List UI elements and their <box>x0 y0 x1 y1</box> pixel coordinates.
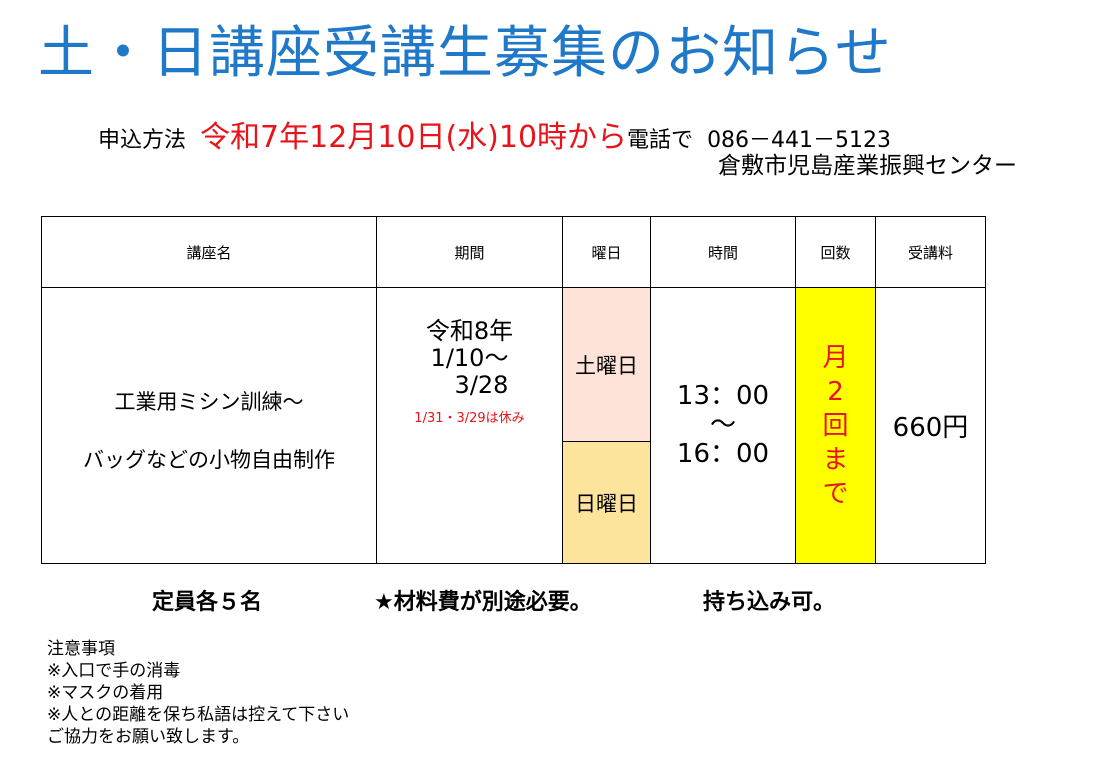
period-start: 1/10～ <box>430 344 509 372</box>
note-item: ※人との距離を保ち私語は控えて下さい <box>47 705 350 725</box>
apply-date: 令和7年12月10日(水)10時から <box>200 120 628 155</box>
header-period: 期間 <box>376 216 563 288</box>
header-course: 講座名 <box>41 216 377 288</box>
time-start: 13：00 <box>676 381 770 411</box>
sunday-cell: 日曜日 <box>562 441 651 564</box>
header-day: 曜日 <box>562 216 651 288</box>
notes: 注意事項 ※入口で手の消毒 ※マスクの着用 ※人との距離を保ち私語は控えて下さい… <box>47 638 349 748</box>
course-table: 講座名 期間 曜日 時間 回数 受講料 工業用ミシン訓練～ バッグなどの小物自由… <box>41 216 986 564</box>
count-char: で <box>822 478 849 509</box>
table-row: 工業用ミシン訓練～ バッグなどの小物自由制作 令和8年 1/10～ 3/28 1… <box>41 287 986 564</box>
period-note: 1/31・3/29は休み <box>414 411 525 426</box>
period-year: 令和8年 <box>425 317 514 345</box>
time-separator: ～ <box>709 410 736 440</box>
fee-cell: 660円 <box>875 287 986 564</box>
notes-heading: 注意事項 <box>47 639 115 659</box>
apply-label: 申込方法 <box>98 128 187 153</box>
apply-method: 電話で <box>627 128 694 153</box>
table-header-row: 講座名 期間 曜日 時間 回数 受講料 <box>41 216 986 288</box>
period-end: 3/28 <box>454 371 509 399</box>
note-item: ご協力をお願い致します。 <box>47 727 250 747</box>
saturday-cell: 土曜日 <box>562 287 651 442</box>
capacity: 定員各５名 <box>152 590 263 615</box>
count-char: 回 <box>822 410 849 441</box>
course-name-cell: 工業用ミシン訓練～ バッグなどの小物自由制作 <box>41 287 377 564</box>
period-cell: 令和8年 1/10～ 3/28 1/31・3/29は休み <box>376 287 563 564</box>
course-name-line1: 工業用ミシン訓練～ <box>114 389 304 414</box>
center-name: 倉敷市児島産業振興センター <box>718 153 1017 179</box>
header-count: 回数 <box>795 216 876 288</box>
page-title: 土・日講座受講生募集のお知らせ <box>38 21 892 86</box>
note-item: ※入口で手の消毒 <box>47 661 181 681</box>
count-char: ま <box>822 444 849 475</box>
count-char: 月 <box>822 342 849 373</box>
course-name-line2: バッグなどの小物自由制作 <box>83 447 335 472</box>
material-fee-note: ★材料費が別途必要。 <box>374 590 592 615</box>
header-fee: 受講料 <box>875 216 986 288</box>
bring-own-note: 持ち込み可。 <box>703 590 836 615</box>
table-row: 日曜日 <box>42 441 986 564</box>
count-cell: 月 2 回 ま で <box>795 287 876 564</box>
header-time: 時間 <box>650 216 796 288</box>
time-cell: 13：00 ～ 16：00 <box>650 287 796 564</box>
note-item: ※マスクの着用 <box>47 683 164 703</box>
count-char: 2 <box>827 376 844 407</box>
application-info: 申込方法 令和7年12月10日(水)10時から電話で 086－441－5123 <box>98 112 891 156</box>
time-end: 16：00 <box>676 439 770 469</box>
phone-number: 086－441－5123 <box>707 128 892 153</box>
